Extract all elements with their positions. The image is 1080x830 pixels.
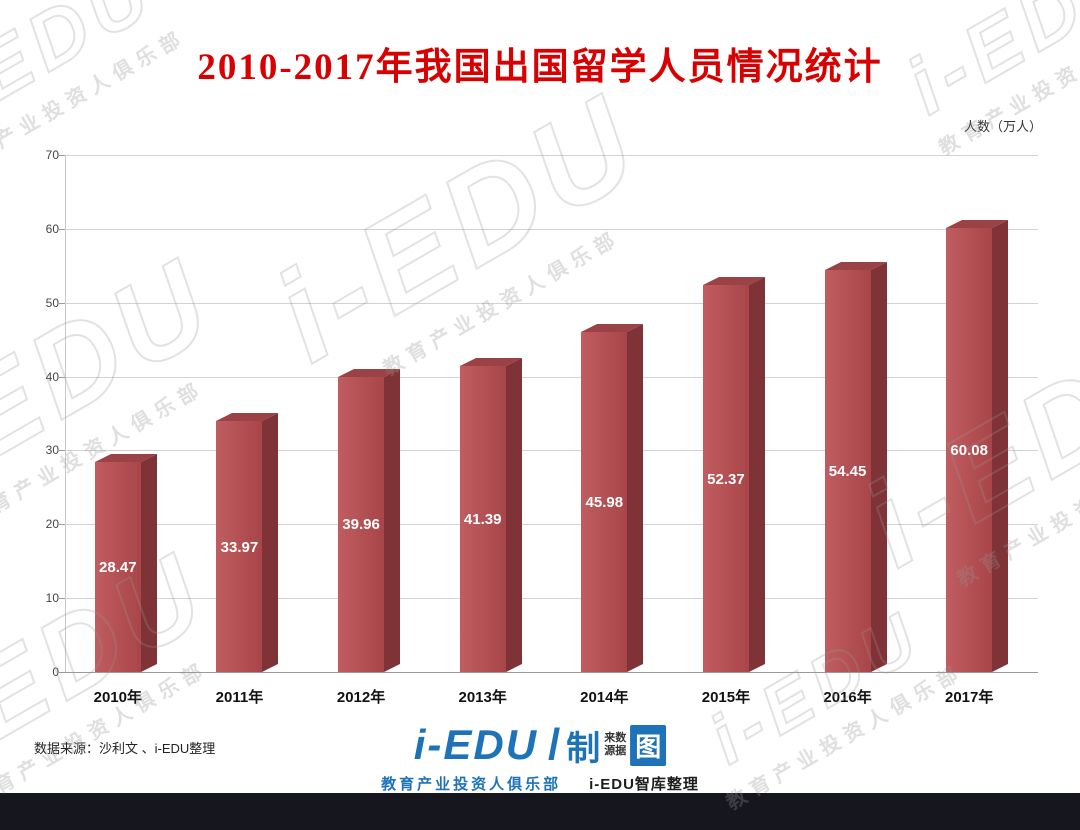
- y-tick-label: 30: [45, 443, 59, 458]
- logo-slash: /: [548, 720, 561, 769]
- bar-value-label: 41.39: [463, 511, 502, 529]
- bar-2013年: 41.39: [459, 358, 522, 672]
- bars-group: 28.47 33.97 39.96 41.39 45.98 52.37 54.45 60.08: [65, 155, 1038, 672]
- x-axis-label: 2014年: [580, 689, 629, 706]
- footer-logo-subrow: 教育产业投资人俱乐部 i-EDU智库整理: [381, 773, 699, 794]
- y-tick-mark: [59, 155, 65, 156]
- gridline: [65, 302, 1038, 304]
- bar-side-face: [262, 413, 279, 672]
- bar-side-face: [870, 261, 887, 672]
- x-axis-label: 2011年: [215, 689, 264, 706]
- bar-front-face: [459, 366, 506, 672]
- brand-logo-text: i-EDU: [413, 721, 539, 768]
- bar-chart: 0 10 20 30 40 50 60 70 28.47 33.97 39.96 41.39 45.9…: [46, 148, 1038, 706]
- watermark: i-EDU 教育产业投资人俱乐部: [0, 0, 191, 181]
- y-tick-label: 70: [45, 148, 59, 162]
- x-axis-label: 2010年: [93, 689, 142, 706]
- y-tick-label: 60: [45, 221, 59, 236]
- logo-small-text: 来数 源据: [604, 732, 626, 757]
- gridline: [65, 598, 1038, 600]
- bar-side-face: [384, 368, 401, 672]
- y-axis-line: [65, 155, 66, 672]
- bar-2017年: 60.08: [946, 220, 1009, 672]
- bar-front-face: [702, 285, 749, 672]
- page-title: 2010-2017年我国出国留学人员情况统计: [197, 47, 883, 88]
- bar-front-face: [94, 461, 141, 672]
- bar-2011年: 33.97: [216, 413, 279, 672]
- y-tick-mark: [59, 450, 65, 452]
- bar-value-label: 54.45: [828, 462, 867, 480]
- y-tick-label: 20: [45, 517, 59, 532]
- gridline: [65, 155, 1038, 156]
- logo-subtitle-club: 教育产业投资人俱乐部: [381, 776, 562, 793]
- y-tick-label: 10: [45, 591, 59, 606]
- bar-side-face: [505, 358, 522, 672]
- x-axis-label: 2013年: [458, 689, 507, 706]
- x-axis-label: 2017年: [945, 689, 994, 706]
- y-tick-label: 40: [45, 369, 59, 384]
- bar-2016年: 54.45: [824, 261, 887, 672]
- bar-front-face: [946, 228, 993, 672]
- bottom-strip: [0, 793, 1080, 830]
- logo-char-tu-badge: 图: [630, 724, 667, 766]
- x-axis-label: 2016年: [823, 689, 872, 706]
- footer-logo: i-EDU / 制 来数 源据 图 教育产业投资人俱乐部 i-EDU智库整理: [381, 720, 699, 794]
- bar-value-label: 28.47: [99, 558, 137, 576]
- gridline: [65, 228, 1038, 230]
- bar-side-face: [140, 453, 157, 672]
- bar-2015年: 52.37: [702, 277, 765, 672]
- data-source-text: 数据来源：沙利文 、i-EDU整理: [34, 741, 216, 756]
- y-axis-unit-label: 人数（万人）: [963, 119, 1042, 134]
- watermark-subtext: 教育产业投资人俱乐部: [722, 660, 968, 815]
- logo-subtitle-thinktank: i-EDU智库整理: [589, 776, 699, 793]
- x-axis-label: 2015年: [701, 689, 751, 706]
- bar-value-label: 45.98: [585, 494, 624, 512]
- bar-2012年: 39.96: [338, 368, 401, 672]
- bar-front-face: [216, 421, 263, 672]
- y-tick-label: 50: [45, 295, 59, 310]
- gridline: [65, 450, 1038, 452]
- y-tick-label: 0: [52, 665, 59, 679]
- gridline: [65, 524, 1038, 526]
- bar-front-face: [581, 332, 628, 672]
- bar-value-label: 39.96: [342, 516, 380, 534]
- bar-front-face: [338, 376, 385, 672]
- y-tick-mark: [59, 524, 65, 526]
- y-tick-mark: [59, 302, 65, 304]
- logo-small-line1: 来数: [604, 732, 627, 745]
- bar-value-label: 60.08: [950, 442, 988, 460]
- bar-front-face: [824, 269, 871, 672]
- footer-logo-row: i-EDU / 制 来数 源据 图: [381, 720, 699, 770]
- bar-2010年: 28.47: [94, 453, 157, 672]
- bar-side-face: [748, 277, 765, 672]
- bar-value-label: 33.97: [220, 538, 259, 556]
- logo-char-zhi: 制: [566, 729, 601, 768]
- bar-value-label: 52.37: [707, 470, 745, 488]
- gridline: [65, 376, 1038, 378]
- y-tick-mark: [59, 376, 65, 378]
- x-axis-label: 2012年: [336, 689, 386, 706]
- bar-2014年: 45.98: [581, 324, 644, 672]
- y-tick-mark: [59, 672, 65, 673]
- y-tick-mark: [59, 598, 65, 600]
- y-tick-mark: [59, 228, 65, 230]
- x-axis-line: [65, 672, 1038, 673]
- bar-side-face: [992, 220, 1009, 672]
- bar-side-face: [627, 324, 644, 672]
- logo-small-line2: 源据: [604, 745, 627, 757]
